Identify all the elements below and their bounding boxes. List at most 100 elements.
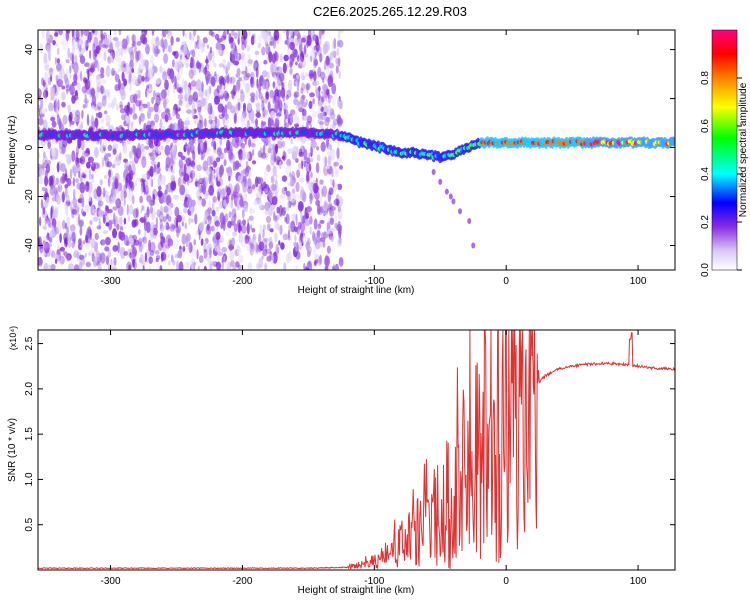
heatmap-noise-cell [190, 263, 195, 270]
heatmap-noise-cell [59, 233, 62, 243]
snr-x-ticks: -300 -200 -100 0 100 [101, 330, 647, 587]
heatmap-noise-cell [172, 85, 176, 95]
heatmap-noise-cell [232, 84, 237, 96]
heatmap-noise-cell [152, 193, 155, 205]
heatmap-noise-cell [202, 37, 208, 44]
heatmap-noise-cell [295, 213, 298, 226]
heatmap-noise-cell [71, 164, 78, 173]
heatmap-noise-cell [96, 74, 101, 80]
heatmap-noise-cell [331, 169, 334, 178]
heatmap-noise-cell [235, 162, 242, 168]
heatmap-noise-cell [255, 118, 258, 128]
heatmap-noise-cell [119, 40, 123, 46]
heatmap-noise-cell [48, 175, 54, 187]
heatmap-noise-cell [235, 261, 240, 268]
heatmap-noise-cell [216, 180, 221, 187]
heatmap-noise-cell [122, 48, 128, 54]
heatmap-noise-cell [123, 217, 127, 225]
heatmap-noise-cell [203, 241, 207, 250]
heatmap-noise-cell [303, 149, 308, 161]
heatmap-noise-cell [321, 188, 324, 198]
heatmap-noise-cell [107, 88, 111, 101]
heatmap-noise-cell [227, 73, 230, 85]
heatmap-noise-cell [40, 113, 45, 118]
heatmap-noise-cell [314, 260, 317, 265]
heatmap-noise-cell [294, 193, 300, 204]
heatmap-noise-cell [55, 177, 59, 185]
heatmap-noise-cell [168, 44, 172, 53]
heatmap-noise-cell [116, 47, 122, 57]
heatmap-noise-cell [150, 120, 155, 128]
heatmap-noise-cell [308, 100, 313, 110]
heatmap-noise-cell [60, 148, 66, 155]
heatmap-noise-cell [119, 108, 126, 114]
heatmap-noise-cell [314, 151, 317, 156]
heatmap-noise-cell [107, 34, 112, 39]
heatmap-noise-cell [97, 106, 101, 111]
heatmap-noise-cell [88, 194, 92, 202]
heatmap-noise-cell [47, 218, 51, 228]
heatmap-noise-cell [50, 264, 56, 270]
heatmap-noise-cell [44, 64, 50, 72]
heatmap-noise-cell [205, 251, 209, 262]
heatmap-noise-cell [262, 106, 266, 117]
heatmap-noise-cell [69, 111, 73, 122]
heatmap-noise-cell [237, 37, 240, 45]
heatmap-noise-cell [149, 241, 156, 253]
heatmap-noise-cell [326, 245, 331, 254]
heatmap-noise-cell [64, 187, 68, 198]
heatmap-noise-cell [279, 160, 282, 170]
heatmap-noise-cell [258, 257, 263, 269]
heatmap-noise-cell [125, 114, 132, 125]
heatmap-noise-cell [42, 225, 47, 231]
heatmap-noise-cell [131, 219, 137, 228]
heatmap-noise-cell [144, 184, 149, 196]
heatmap-noise-cell [67, 104, 71, 114]
heatmap-noise-cell [248, 138, 252, 148]
heatmap-noise-cell [248, 169, 252, 180]
heatmap-noise-cell [91, 94, 97, 106]
heatmap-noise-cell [139, 217, 146, 223]
heatmap-noise-cell [207, 63, 210, 70]
heatmap-noise-cell [227, 166, 233, 178]
heatmap-noise-cell [237, 101, 241, 112]
heatmap-noise-cell [237, 30, 241, 38]
heatmap-noise-cell [71, 30, 74, 38]
heatmap-noise-cell [245, 66, 248, 74]
heatmap-noise-cell [199, 222, 204, 232]
heatmap-noise-cell [289, 66, 293, 77]
heatmap-noise-cell [85, 242, 90, 251]
heatmap-noise-cell [218, 166, 223, 179]
heatmap-noise-cell [112, 37, 119, 41]
heatmap-noise-cell [84, 252, 87, 258]
heatmap-noise-cell [192, 91, 199, 102]
heatmap-noise-cell [166, 30, 169, 35]
heatmap-noise-cell [319, 53, 323, 63]
heatmap-noise-cell [123, 196, 126, 207]
heatmap-noise-cell [64, 168, 68, 179]
heatmap-noise-cell [222, 256, 226, 263]
heatmap-noise-cell [177, 151, 183, 158]
heatmap-noise-cell [297, 38, 302, 46]
heatmap-noise-cell [95, 250, 100, 258]
heatmap-noise-cell [104, 155, 107, 162]
heatmap-noise-cell [243, 204, 248, 213]
heatmap-noise-cell [132, 258, 136, 268]
heatmap-noise-cell [230, 105, 236, 114]
heatmap-noise-cell [90, 177, 95, 184]
heatmap-sparse-cell [438, 178, 443, 185]
heatmap-noise-cell [211, 210, 216, 217]
heatmap-noise-cell [114, 199, 119, 206]
heatmap-noise-cell [192, 150, 196, 162]
heatmap-noise-cell [288, 38, 295, 43]
heatmap-noise-cell [186, 197, 193, 209]
heatmap-noise-cell [293, 92, 298, 99]
heatmap-noise-cell [155, 94, 161, 106]
heatmap-noise-cell [201, 198, 207, 207]
heatmap-noise-cell [171, 145, 177, 156]
heatmap-noise-cell [223, 64, 226, 70]
heatmap-noise-cell [290, 191, 296, 204]
heatmap-noise-cell [88, 250, 92, 256]
heatmap-noise-cell [283, 104, 289, 110]
snr-y-ticks: 0.5 1.0 1.5 2.0 2.5 [24, 336, 675, 532]
